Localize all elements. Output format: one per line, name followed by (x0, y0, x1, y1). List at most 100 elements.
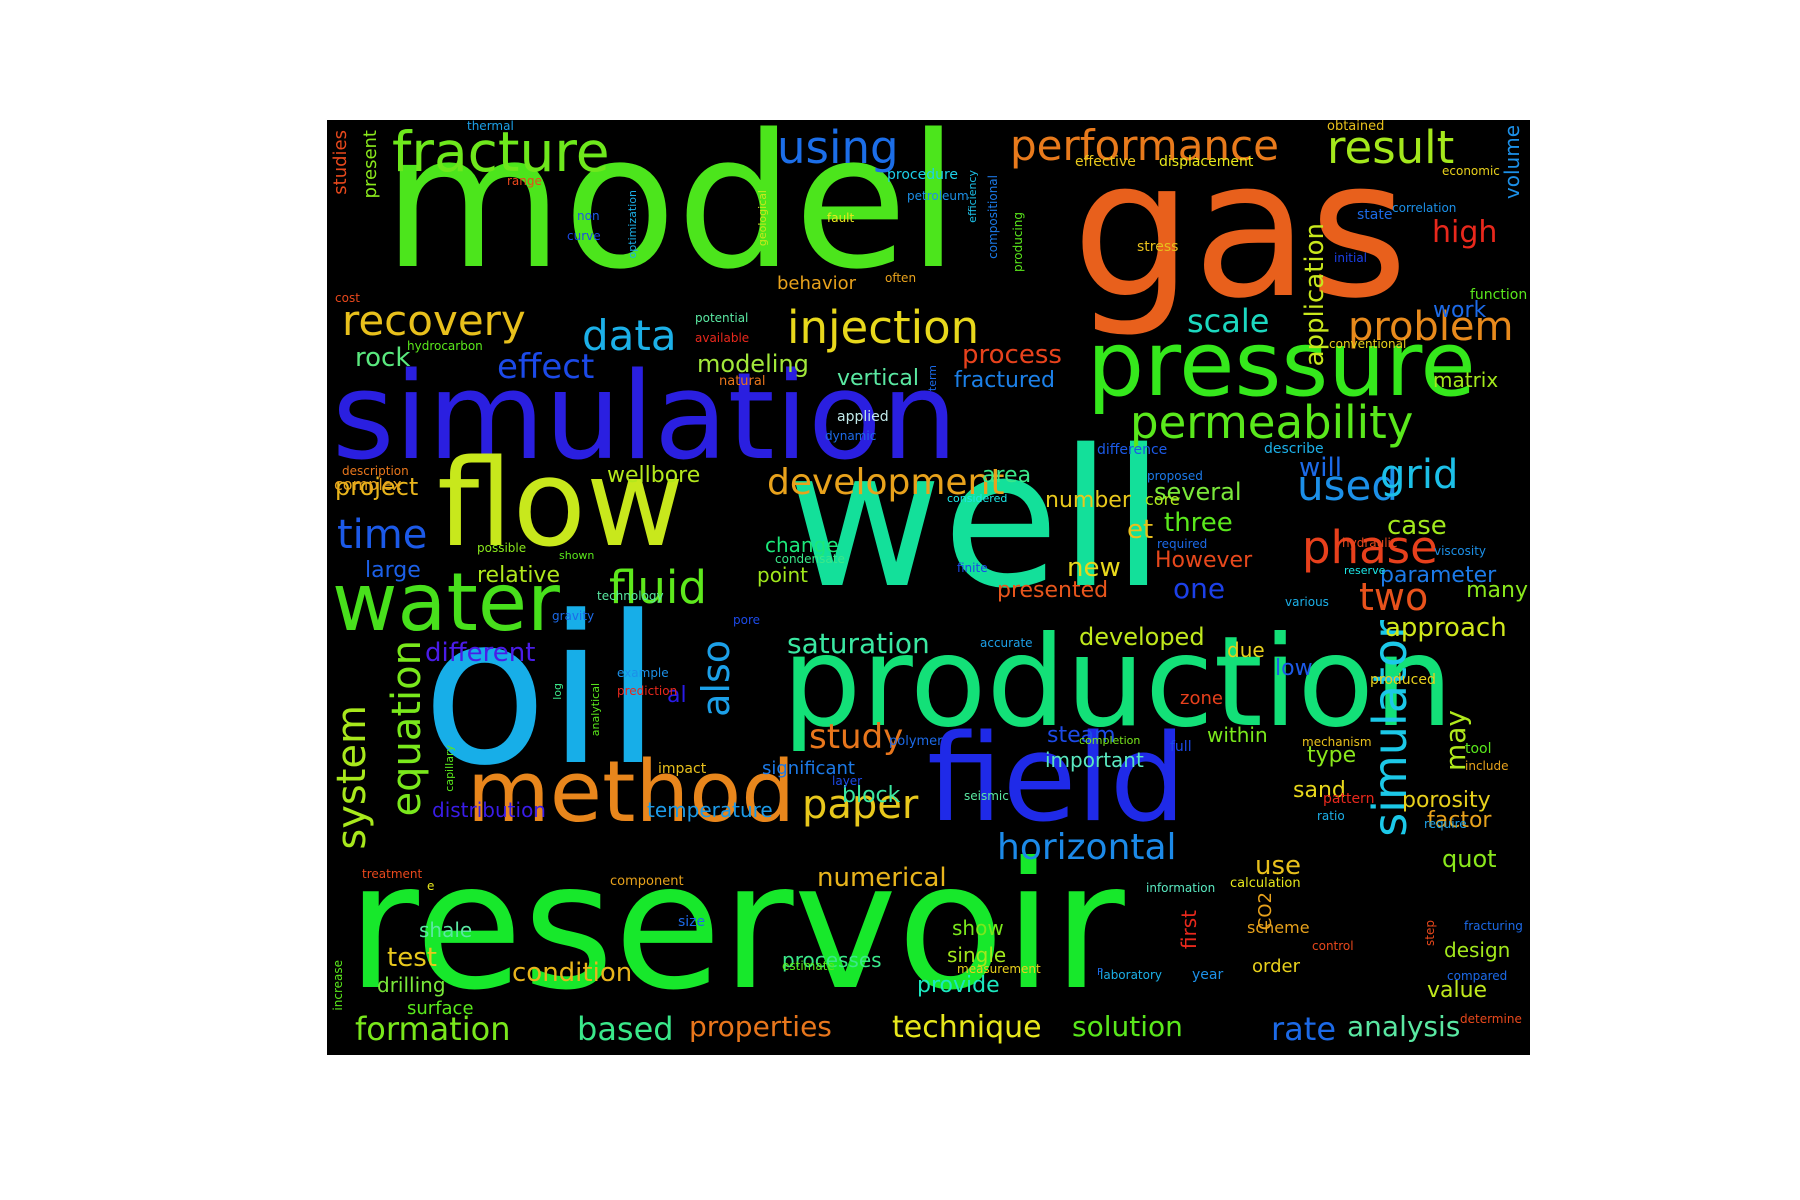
word-component: component (610, 874, 684, 889)
word-increase: increase (331, 960, 345, 1011)
word-new: new (1067, 553, 1121, 583)
word-design: design (1444, 938, 1511, 962)
word-surface: surface (407, 998, 474, 1019)
word-curve: curve (567, 229, 601, 243)
word-displacement: displacement (1159, 154, 1254, 170)
word-phase: phase (1302, 521, 1438, 574)
word-system: system (329, 705, 375, 850)
word-often: often (885, 271, 917, 285)
word-pore: pore (733, 613, 761, 627)
word-development: development (767, 462, 1005, 503)
word-scale: scale (1187, 302, 1270, 340)
word-time: time (337, 512, 428, 558)
word-wellbore: wellbore (607, 463, 701, 488)
word-condition: condition (512, 958, 633, 988)
word-well: well (787, 409, 1165, 630)
word-modeling: modeling (697, 350, 809, 378)
word-function: function (1470, 287, 1528, 303)
word-value: value (1427, 978, 1488, 1003)
word-reserve: reserve (1344, 564, 1386, 577)
word-vertical: vertical (837, 366, 920, 391)
word-studies: studies (330, 130, 351, 195)
word-injection: injection (787, 301, 980, 354)
word-based: based (577, 1010, 674, 1048)
word-one: one (1173, 572, 1226, 605)
word-information: information (1146, 881, 1216, 895)
word-thermal: thermal (467, 120, 514, 133)
word-process: process (962, 340, 1062, 370)
word-impact: impact (658, 761, 707, 777)
word-size: size (678, 914, 706, 930)
word-porosity: porosity (1402, 788, 1491, 813)
word-effective: effective (1075, 154, 1136, 170)
word-year: year (1192, 967, 1224, 983)
word-many: many (1466, 578, 1528, 603)
word-area: area (982, 463, 1032, 488)
word-drilling: drilling (377, 973, 446, 997)
word-dynamic: dynamic (825, 429, 877, 443)
word-processes: processes (782, 948, 882, 972)
word-using: using (777, 121, 899, 174)
word-model: model (383, 120, 960, 310)
word-developed: developed (1079, 623, 1205, 651)
word-large: large (365, 558, 421, 583)
word-gas: gas (1072, 120, 1409, 340)
word-analysis: analysis (1347, 1010, 1461, 1043)
word-saturation: saturation (787, 627, 930, 660)
word-optimization: optimization (626, 190, 639, 259)
word-possible: possible (477, 541, 527, 555)
word-change: change (765, 533, 839, 557)
word-method: method (467, 743, 796, 842)
word-order: order (1252, 956, 1300, 977)
word-layer: layer (832, 774, 863, 788)
word-calculation: calculation (1230, 876, 1301, 891)
word-also: also (694, 640, 738, 717)
word-require: require (1424, 817, 1467, 831)
word-full: full (1170, 739, 1192, 755)
word-steam: steam (1047, 723, 1116, 748)
word-three: three (1164, 508, 1233, 538)
word-applied: applied (837, 409, 889, 425)
word-procedure: procedure (887, 167, 959, 183)
word-complex: complex (334, 475, 402, 494)
word-work: work (1433, 298, 1487, 323)
word-log: log (551, 683, 564, 700)
word-fluid: fluid (609, 561, 707, 614)
word-data: data (582, 311, 677, 360)
word-solution: solution (1072, 1010, 1183, 1043)
word-used: used (1297, 461, 1399, 510)
word-accurate: accurate (980, 636, 1033, 650)
word-recovery: recovery (342, 296, 526, 345)
word-production: production (782, 610, 1454, 755)
word-case: case (1387, 511, 1447, 541)
word-viscosity: viscosity (1434, 544, 1487, 558)
word-scheme: scheme (1247, 918, 1310, 937)
word-rate: rate (1271, 1010, 1336, 1048)
word-produced: produced (1370, 672, 1436, 688)
word-behavior: behavior (777, 273, 857, 294)
word-test: test (387, 943, 437, 973)
word-p: P (1097, 967, 1104, 978)
word-result: result (1327, 121, 1455, 174)
word-potential: potential (695, 311, 749, 325)
word-application: application (1300, 223, 1330, 367)
word-economic: economic (1442, 164, 1500, 178)
word-low: low (1275, 656, 1313, 681)
word-required: required (1157, 537, 1208, 551)
word-proposed: proposed (1147, 469, 1203, 483)
word-within: within (1207, 723, 1268, 747)
word-use: use (1255, 851, 1302, 881)
word-fracture: fracture (392, 120, 610, 184)
word-al: al (667, 683, 687, 708)
word-core: core (1145, 490, 1180, 509)
word-shale: shale (419, 918, 473, 942)
word-seismic: seismic (964, 789, 1009, 803)
word-difference: difference (1097, 442, 1168, 458)
word-effect: effect (497, 347, 595, 387)
word-producing: producing (1011, 212, 1025, 273)
word-prediction: prediction (617, 684, 678, 698)
word-however: However (1155, 548, 1253, 573)
word-term: term (926, 365, 939, 392)
word-provide: provide (917, 973, 1000, 998)
word-study: study (809, 717, 904, 757)
